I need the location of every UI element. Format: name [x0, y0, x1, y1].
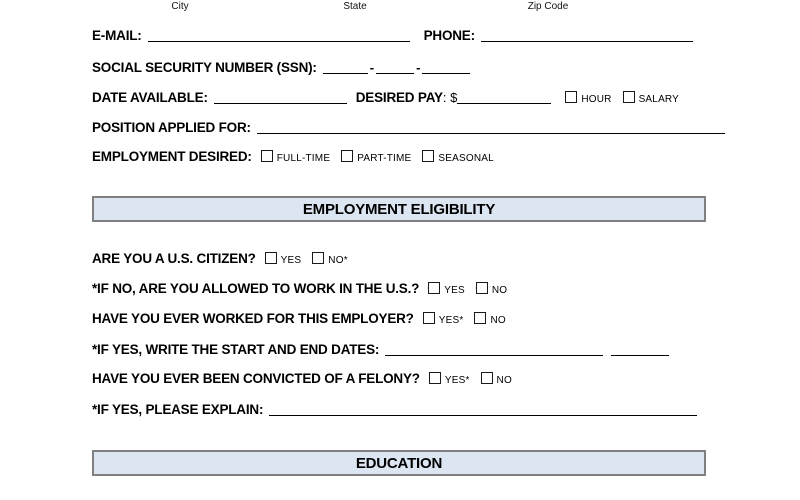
- no-option: NO: [474, 311, 506, 326]
- question-start-end-dates: *IF YES, WRITE THE START AND END DATES:: [92, 341, 670, 357]
- city-label: City: [171, 1, 189, 12]
- hour-checkbox[interactable]: [565, 91, 578, 103]
- section-header-employment-eligibility: EMPLOYMENT ELIGIBILITY: [92, 196, 706, 222]
- yes-no-options: YES* NO: [428, 371, 512, 386]
- phone-label: PHONE:: [423, 28, 476, 43]
- position-applied-label: POSITION APPLIED FOR:: [92, 120, 251, 135]
- employment-type-options: FULL-TIME PART-TIME SEASONAL: [260, 149, 494, 164]
- salary-checkbox-label: SALARY: [638, 94, 680, 105]
- no-checkbox[interactable]: [480, 372, 493, 384]
- email-phone-row: E-MAIL: PHONE:: [92, 27, 693, 43]
- explain-input-line[interactable]: [269, 403, 698, 416]
- seasonal-checkbox-label: SEASONAL: [438, 153, 494, 164]
- question-text: *IF YES, PLEASE EXPLAIN:: [92, 402, 264, 417]
- part-time-option: PART-TIME: [341, 149, 411, 164]
- no-checkbox-label: NO: [490, 315, 506, 326]
- phone-input-line[interactable]: [480, 29, 693, 42]
- seasonal-checkbox[interactable]: [422, 150, 435, 162]
- email-label: E-MAIL:: [92, 28, 142, 43]
- question-us-citizen: ARE YOU A U.S. CITIZEN? YES NO*: [92, 251, 348, 266]
- dates-input-line-2[interactable]: [611, 343, 670, 356]
- desired-pay-dollar-prefix: : $: [442, 90, 458, 105]
- date-available-input-line[interactable]: [213, 91, 347, 104]
- yes-checkbox-label: YES*: [444, 375, 470, 386]
- no-checkbox[interactable]: [474, 312, 487, 324]
- full-time-option: FULL-TIME: [260, 149, 331, 164]
- question-text: ARE YOU A U.S. CITIZEN?: [92, 251, 256, 266]
- yes-no-options: YES NO: [428, 281, 507, 296]
- ssn-row: SOCIAL SECURITY NUMBER (SSN): - -: [92, 59, 471, 75]
- yes-checkbox[interactable]: [422, 312, 435, 324]
- position-input-line[interactable]: [256, 121, 725, 134]
- no-option: NO*: [312, 251, 348, 266]
- question-text: HAVE YOU EVER WORKED FOR THIS EMPLOYER?: [92, 311, 414, 326]
- no-option: NO: [480, 371, 512, 386]
- no-checkbox-label: NO: [496, 375, 512, 386]
- ssn-input-line-2[interactable]: [376, 61, 415, 74]
- yes-option: YES*: [422, 311, 464, 326]
- ssn-input-line-3[interactable]: [422, 61, 471, 74]
- ssn-separator: -: [416, 60, 421, 75]
- date-pay-row: DATE AVAILABLE: DESIRED PAY : $ HOUR SAL…: [92, 89, 679, 105]
- pay-type-options: HOUR SALARY: [565, 90, 679, 105]
- yes-option: YES*: [428, 371, 470, 386]
- part-time-checkbox[interactable]: [341, 150, 354, 162]
- yes-checkbox-label: YES: [280, 255, 302, 266]
- pay-type-hour-option: HOUR: [565, 90, 611, 105]
- question-text: HAVE YOU EVER BEEN CONVICTED OF A FELONY…: [92, 371, 420, 386]
- date-available-label: DATE AVAILABLE:: [92, 90, 208, 105]
- dates-input-line-1[interactable]: [385, 343, 604, 356]
- question-convicted-felony: HAVE YOU EVER BEEN CONVICTED OF A FELONY…: [92, 371, 512, 386]
- salary-checkbox[interactable]: [622, 91, 635, 103]
- part-time-checkbox-label: PART-TIME: [357, 153, 412, 164]
- ssn-separator: -: [369, 60, 375, 75]
- question-text: *IF NO, ARE YOU ALLOWED TO WORK IN THE U…: [92, 281, 420, 296]
- email-input-line[interactable]: [147, 29, 410, 42]
- question-worked-for-employer: HAVE YOU EVER WORKED FOR THIS EMPLOYER? …: [92, 311, 506, 326]
- yes-checkbox-label: YES*: [438, 315, 464, 326]
- yes-checkbox[interactable]: [264, 252, 277, 264]
- question-please-explain: *IF YES, PLEASE EXPLAIN:: [92, 401, 698, 417]
- full-time-checkbox[interactable]: [260, 150, 273, 162]
- no-checkbox-label: NO: [491, 285, 508, 296]
- ssn-input-line-1[interactable]: [322, 61, 368, 74]
- zip-code-label: Zip Code: [527, 1, 569, 12]
- yes-no-options: YES NO*: [264, 251, 348, 266]
- seasonal-option: SEASONAL: [422, 149, 494, 164]
- yes-checkbox-label: YES: [444, 285, 465, 296]
- no-checkbox[interactable]: [312, 252, 325, 264]
- ssn-label: SOCIAL SECURITY NUMBER (SSN):: [92, 60, 317, 75]
- yes-option: YES: [264, 251, 302, 266]
- no-checkbox[interactable]: [475, 282, 488, 294]
- question-text: *IF YES, WRITE THE START AND END DATES:: [92, 342, 380, 357]
- section-title-education: EDUCATION: [355, 454, 443, 472]
- pay-type-salary-option: SALARY: [622, 90, 680, 105]
- hour-checkbox-label: HOUR: [581, 94, 612, 105]
- yes-checkbox[interactable]: [428, 372, 441, 384]
- desired-pay-label: DESIRED PAY: [355, 90, 443, 105]
- position-row: POSITION APPLIED FOR:: [92, 119, 725, 135]
- full-time-checkbox-label: FULL-TIME: [276, 153, 331, 164]
- yes-no-options: YES* NO: [422, 311, 506, 326]
- employment-desired-label: EMPLOYMENT DESIRED:: [92, 149, 252, 164]
- yes-option: YES: [428, 281, 465, 296]
- section-header-education: EDUCATION: [92, 450, 706, 476]
- section-title-employment-eligibility: EMPLOYMENT ELIGIBILITY: [302, 200, 496, 218]
- no-option: NO: [475, 281, 508, 296]
- no-checkbox-label: NO*: [328, 255, 348, 266]
- question-allowed-to-work: *IF NO, ARE YOU ALLOWED TO WORK IN THE U…: [92, 281, 507, 296]
- yes-checkbox[interactable]: [428, 282, 441, 294]
- desired-pay-input-line[interactable]: [457, 91, 552, 104]
- state-label: State: [343, 1, 367, 12]
- employment-desired-row: EMPLOYMENT DESIRED: FULL-TIME PART-TIME …: [92, 149, 494, 164]
